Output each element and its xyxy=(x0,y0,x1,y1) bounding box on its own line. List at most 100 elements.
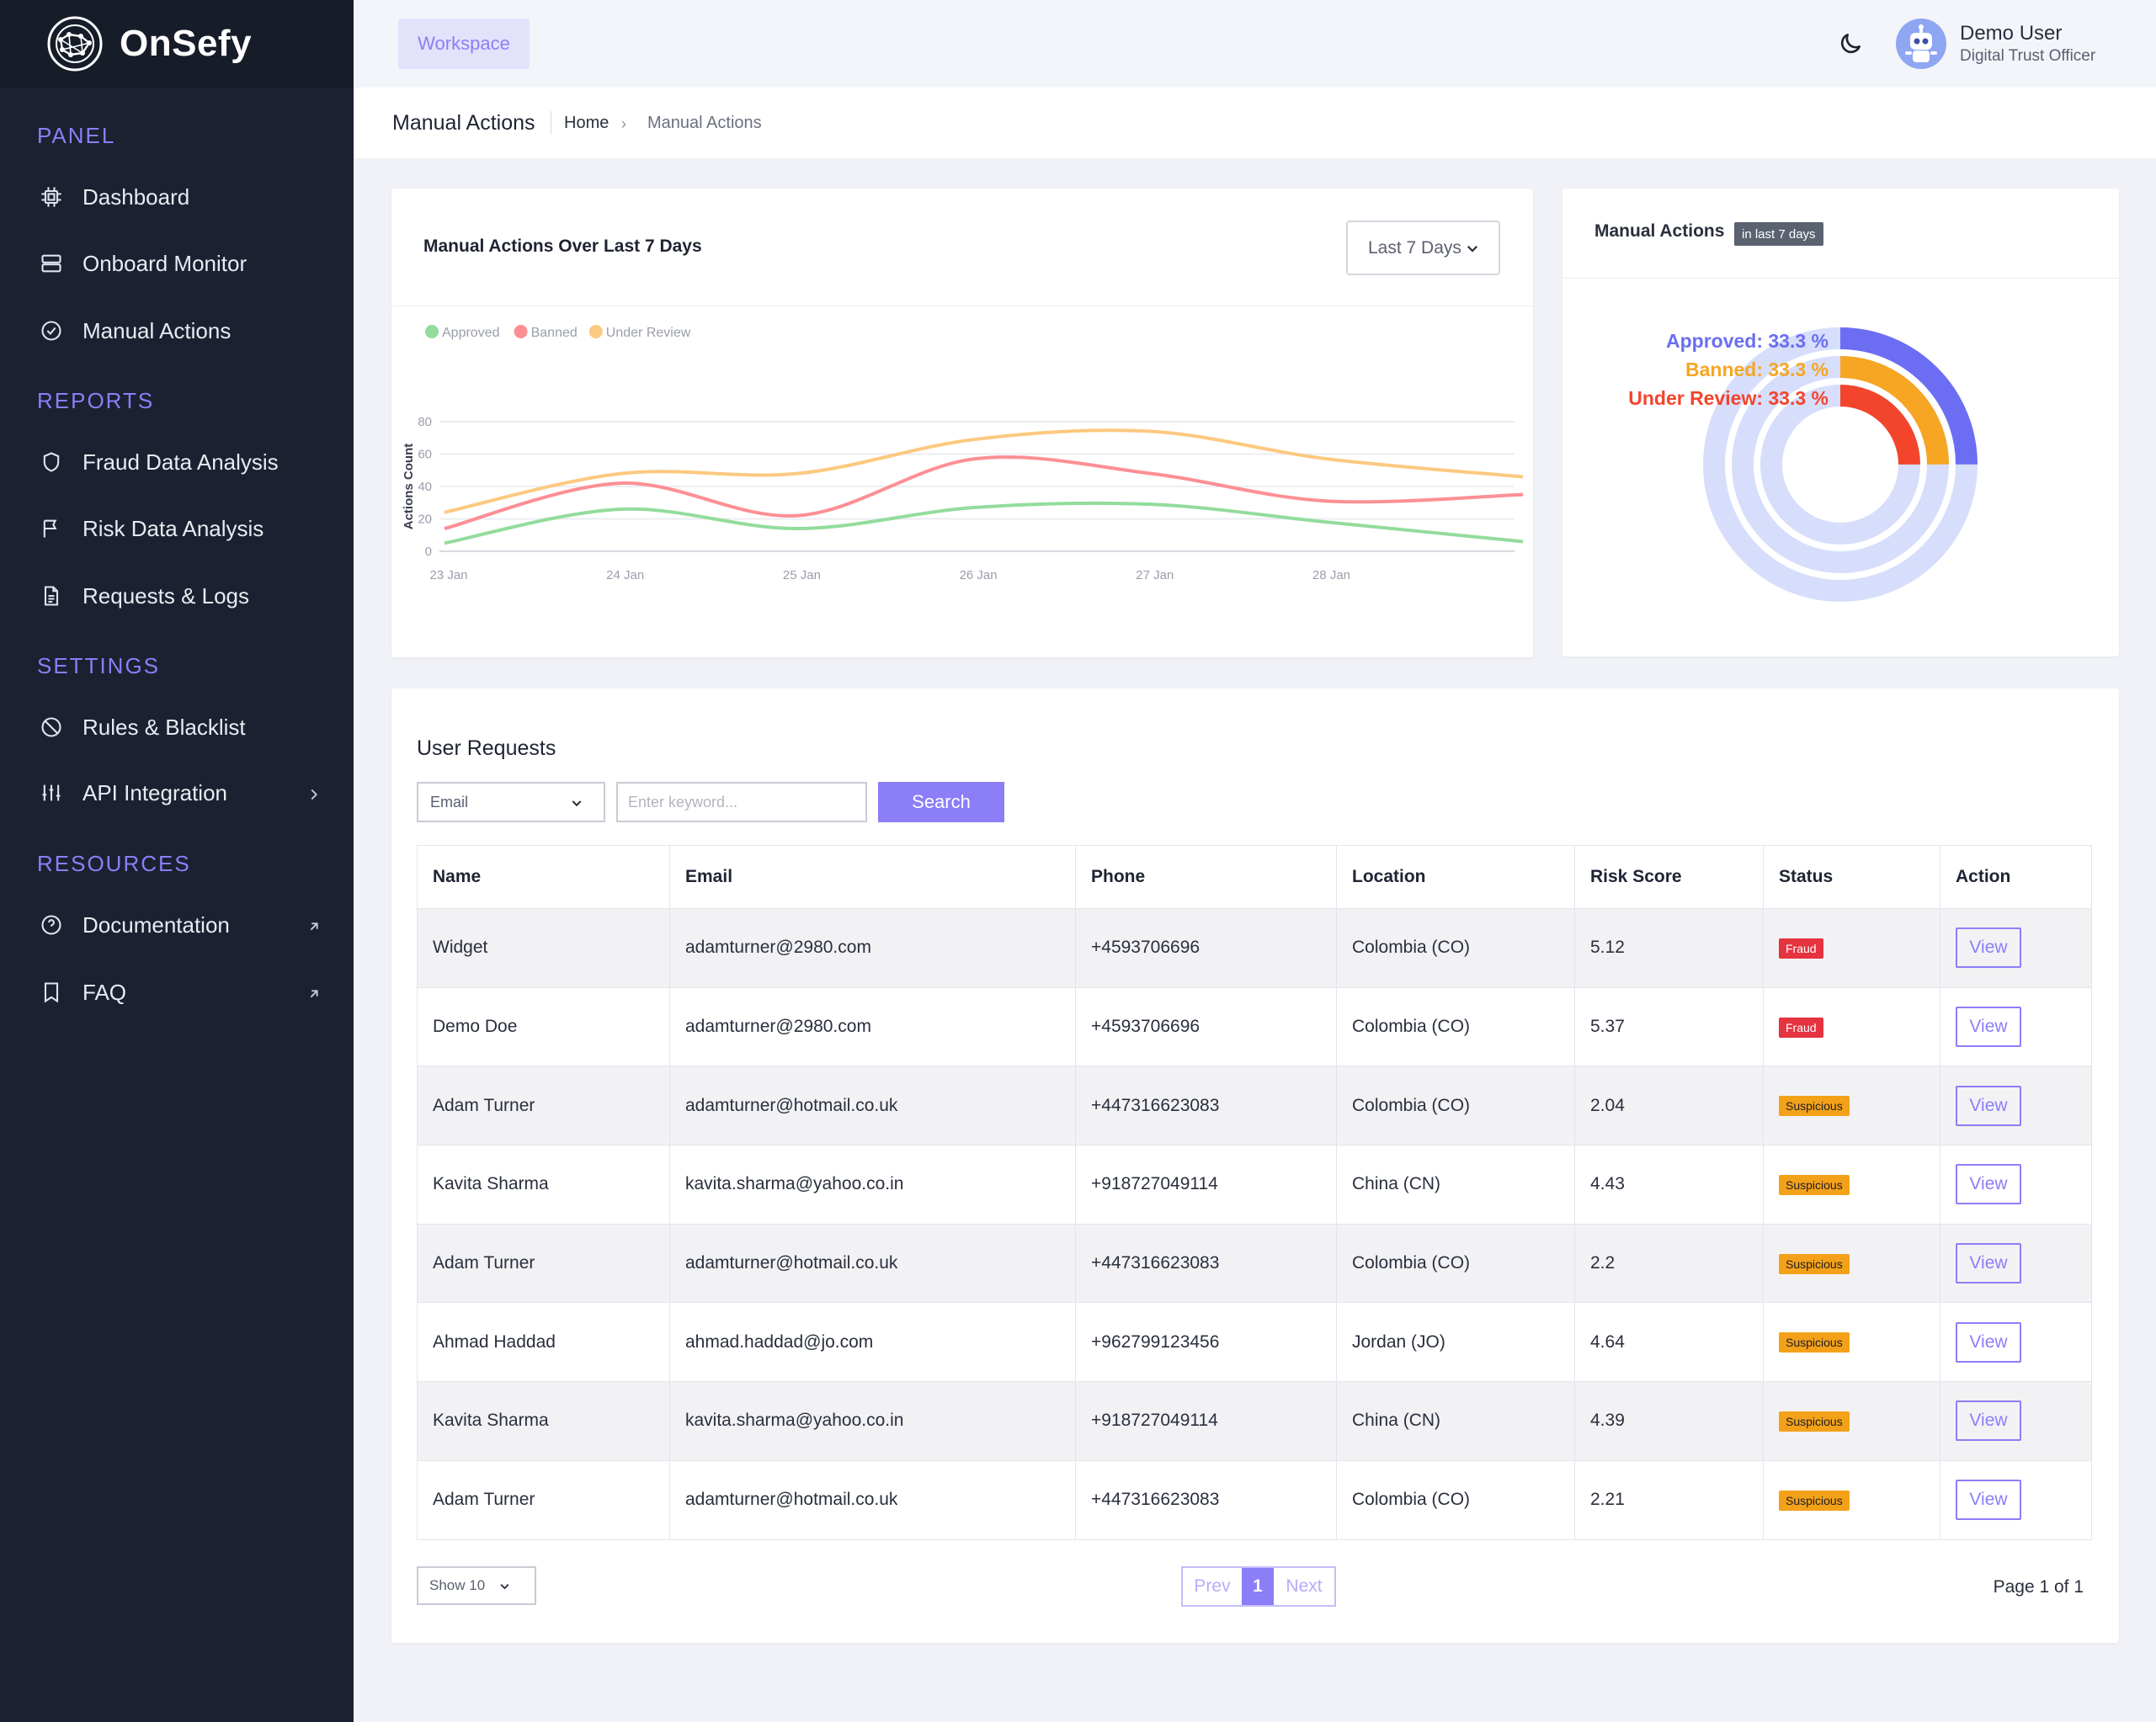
cell-action: View xyxy=(1940,1381,2092,1461)
cell-action: View xyxy=(1940,1302,2092,1383)
sidebar-item-label: Fraud Data Analysis xyxy=(83,449,279,475)
next-page-button[interactable]: Next xyxy=(1286,1576,1323,1596)
view-button[interactable]: View xyxy=(1956,1243,2021,1284)
series-line-banned xyxy=(444,455,1524,530)
column-header: Action xyxy=(1940,845,2092,909)
sidebar-item-label: Manual Actions xyxy=(83,317,232,343)
view-button[interactable]: View xyxy=(1956,1085,2021,1126)
cell-action: View xyxy=(1940,908,2092,988)
legend-marker xyxy=(588,325,603,338)
sidebar-item-onboard-monitor[interactable]: Onboard Monitor xyxy=(37,240,323,287)
view-button[interactable]: View xyxy=(1956,1400,2021,1442)
cell-action: View xyxy=(1940,1066,2092,1146)
page-info: Page 1 of 1 xyxy=(1993,1577,2084,1597)
cell-risk: 4.39 xyxy=(1574,1381,1764,1461)
search-button[interactable]: Search xyxy=(878,782,1004,822)
legend-label: Approved xyxy=(442,326,500,340)
cell-phone: +447316623083 xyxy=(1075,1066,1337,1146)
view-button[interactable]: View xyxy=(1956,1007,2021,1048)
table-row: Kavita Sharma kavita.sharma@yahoo.co.in +9… xyxy=(417,1145,2092,1225)
sliders-icon xyxy=(37,779,66,807)
section-title-reports: REPORTS xyxy=(37,388,155,413)
line-chart-card: Manual Actions Over Last 7 Days Last 7 D… xyxy=(391,189,1533,657)
radial-bar-approved xyxy=(1839,327,1978,465)
sidebar-item-risk-data-analysis[interactable]: Risk Data Analysis xyxy=(37,505,323,552)
cell-location: Jordan (JO) xyxy=(1336,1302,1575,1383)
cell-risk: 2.21 xyxy=(1574,1459,1764,1540)
chevron-down-icon xyxy=(500,1583,509,1590)
cell-email: kavita.sharma@yahoo.co.in xyxy=(669,1145,1076,1225)
breadcrumb-home-link[interactable]: Home xyxy=(564,114,610,132)
y-tick-label: 40 xyxy=(418,480,432,494)
page-size-select[interactable]: Show 10 xyxy=(417,1566,536,1605)
sidebar-item-fraud-data-analysis[interactable]: Fraud Data Analysis xyxy=(37,438,323,486)
y-tick-label: 0 xyxy=(425,545,432,559)
cell-name: Kavita Sharma xyxy=(417,1145,670,1225)
status-badge: Suspicious xyxy=(1779,1253,1850,1274)
sidebar-item-rules-blacklist[interactable]: Rules & Blacklist xyxy=(37,704,323,751)
cell-status: Suspicious xyxy=(1763,1302,1940,1383)
table-row: Adam Turner adamturner@hotmail.co.uk +4473… xyxy=(417,1066,2092,1146)
avatar[interactable] xyxy=(1896,19,1946,69)
chevron-down-icon xyxy=(1467,245,1478,252)
moon-icon[interactable] xyxy=(1837,30,1864,57)
pagination: Prev 1 Next xyxy=(1181,1566,1336,1607)
cell-action: View xyxy=(1940,1223,2092,1304)
table-row: Adam Turner adamturner@hotmail.co.uk +4473… xyxy=(417,1223,2092,1304)
cell-name: Demo Doe xyxy=(417,986,670,1067)
view-button[interactable]: View xyxy=(1956,1480,2021,1521)
page-number-button[interactable]: 1 xyxy=(1242,1568,1274,1605)
view-button[interactable]: View xyxy=(1956,1321,2021,1363)
legend-label: Banned xyxy=(531,326,578,340)
sidebar-item-documentation[interactable]: Documentation xyxy=(37,901,323,949)
range-dropdown[interactable]: Last 7 Days xyxy=(1346,221,1500,275)
section-title-panel: PANEL xyxy=(37,123,116,148)
external-link-icon xyxy=(305,983,323,1002)
status-badge: Fraud xyxy=(1779,1017,1823,1038)
workspace-button[interactable]: Workspace xyxy=(398,19,530,69)
cell-name: Ahmad Haddad xyxy=(417,1302,670,1383)
server-icon xyxy=(37,249,66,278)
cell-email: adamturner@2980.com xyxy=(669,908,1076,988)
check-circle-icon xyxy=(37,316,66,345)
sidebar-item-faq[interactable]: FAQ xyxy=(37,969,323,1016)
cell-risk: 5.12 xyxy=(1574,908,1764,988)
view-button[interactable]: View xyxy=(1956,927,2021,969)
donut-chart-title: Manual Actions xyxy=(1594,221,1725,241)
filter-field-select[interactable]: Email xyxy=(417,782,605,822)
x-tick-label: 26 Jan xyxy=(960,568,998,582)
cell-status: Suspicious xyxy=(1763,1381,1940,1461)
y-tick-label: 20 xyxy=(418,513,432,527)
sidebar-item-manual-actions[interactable]: Manual Actions xyxy=(37,307,323,354)
cell-location: Colombia (CO) xyxy=(1336,1459,1575,1540)
status-badge: Suspicious xyxy=(1779,1332,1850,1353)
breadcrumb: Manual Actions Home › Manual Actions xyxy=(354,88,2156,158)
cell-email: ahmad.haddad@jo.com xyxy=(669,1302,1076,1383)
cell-status: Suspicious xyxy=(1763,1145,1940,1225)
period-badge: in last 7 days xyxy=(1734,222,1823,246)
radial-label: Approved: 33.3 % xyxy=(1666,330,1829,352)
cell-phone: +4593706696 xyxy=(1075,908,1337,988)
sidebar-item-label: API Integration xyxy=(83,779,227,805)
sidebar-item-dashboard[interactable]: Dashboard xyxy=(37,173,323,221)
cell-risk: 5.37 xyxy=(1574,986,1764,1067)
cell-action: View xyxy=(1940,1459,2092,1540)
sidebar-item-api-integration[interactable]: API Integration xyxy=(37,769,323,816)
x-tick-label: 27 Jan xyxy=(1136,568,1174,582)
sidebar-item-label: Documentation xyxy=(83,911,230,938)
sidebar-item-requests-logs[interactable]: Requests & Logs xyxy=(37,572,323,619)
keyword-input[interactable] xyxy=(616,782,867,822)
view-button[interactable]: View xyxy=(1956,1164,2021,1205)
cell-phone: +962799123456 xyxy=(1075,1302,1337,1383)
brand[interactable]: OnSefy xyxy=(0,0,354,88)
table-row: Kavita Sharma kavita.sharma@yahoo.co.in +9… xyxy=(417,1381,2092,1461)
user-requests-card: User Requests Email Search Name Email Ph… xyxy=(391,688,2119,1643)
x-tick-label: 24 Jan xyxy=(606,568,644,582)
cell-name: Adam Turner xyxy=(417,1066,670,1146)
section-title-resources: RESOURCES xyxy=(37,851,191,876)
y-axis-label: Actions Count xyxy=(402,444,416,530)
cell-status: Fraud xyxy=(1763,908,1940,988)
column-header: Location xyxy=(1336,845,1575,909)
bookmark-icon xyxy=(37,978,66,1007)
prev-page-button[interactable]: Prev xyxy=(1194,1576,1231,1596)
